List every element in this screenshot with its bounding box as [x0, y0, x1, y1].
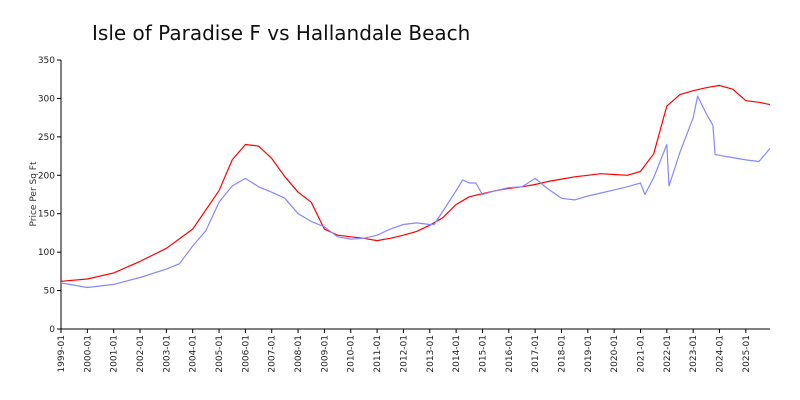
- x-tick-label: 2012-01: [399, 335, 409, 373]
- x-tick-label: 2011-01: [373, 335, 383, 373]
- x-tick-label: 2004-01: [189, 335, 199, 373]
- x-tick-label: 2019-01: [584, 335, 594, 373]
- y-tick-label: 250: [38, 133, 55, 143]
- x-tick-label: 2024-01: [716, 335, 726, 373]
- x-tick-label: 2014-01: [452, 335, 462, 373]
- x-tick-label: 2013-01: [426, 335, 436, 373]
- x-tick-label: 2017-01: [531, 335, 541, 373]
- chart-title: Isle of Paradise F vs Hallandale Beach: [92, 21, 470, 45]
- x-tick-label: 2023-01: [689, 335, 699, 373]
- y-tick-label: 100: [38, 248, 55, 258]
- x-tick-label: 2003-01: [162, 335, 172, 373]
- series-layer: [60, 84, 771, 289]
- x-tick-label: 2001-01: [110, 335, 120, 373]
- x-tick-label: 2007-01: [268, 335, 278, 373]
- x-tick-label: 2008-01: [294, 335, 304, 373]
- x-tick-label: 2006-01: [241, 335, 251, 373]
- x-tick-label: 2002-01: [136, 335, 146, 373]
- x-tick-label: 2022-01: [663, 335, 673, 373]
- x-tick-label: 2020-01: [610, 335, 620, 373]
- y-tick-label: 0: [49, 325, 55, 335]
- x-tick-label: 2018-01: [557, 335, 567, 373]
- x-tick-label: 2005-01: [215, 335, 225, 373]
- y-tick-label: 50: [44, 287, 56, 297]
- y-axis-label: Price Per Sq Ft: [29, 161, 39, 226]
- y-tick-label: 150: [38, 210, 55, 220]
- x-tick-label: 2010-01: [347, 335, 357, 373]
- x-tick-label: 1999-01: [57, 335, 67, 373]
- x-tick-label: 2015-01: [478, 335, 488, 373]
- x-tick-label: 2025-01: [742, 335, 752, 373]
- x-tick-label: 2009-01: [320, 335, 330, 373]
- x-tick-label: 2021-01: [636, 335, 646, 373]
- x-axis: 1999-01 2000-01 2001-01 2002-01 2003-01 2004-…: [57, 328, 770, 373]
- y-tick-label: 200: [38, 171, 55, 181]
- series-line-1: [60, 84, 771, 282]
- y-tick-label: 350: [38, 56, 55, 66]
- x-tick-label: 2000-01: [83, 335, 93, 373]
- x-tick-label: 2016-01: [505, 335, 515, 373]
- y-axis: 0 50 100 150 200 250 300 350: [38, 56, 62, 335]
- series-line-2: [60, 95, 771, 289]
- y-tick-label: 300: [38, 94, 55, 104]
